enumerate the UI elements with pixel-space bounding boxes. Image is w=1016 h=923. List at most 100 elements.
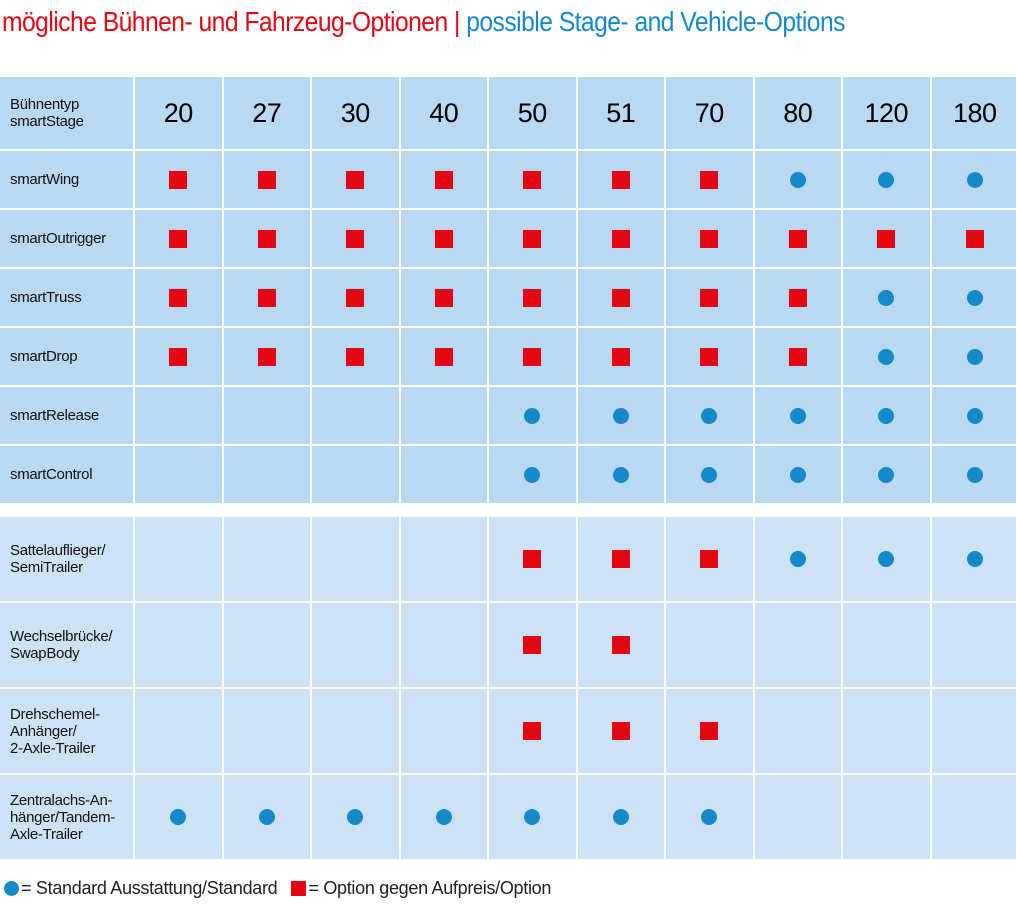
blue-circle-icon: [789, 171, 806, 188]
column-header-text: 50: [517, 97, 548, 128]
blue-circle-icon: [789, 551, 806, 567]
table-cell: [135, 517, 222, 601]
red-square-icon: [788, 347, 807, 366]
table-cell: [931, 603, 1016, 687]
red-square-icon: [523, 722, 542, 740]
table-cell: [223, 151, 310, 208]
blue-circle-icon: [524, 466, 541, 483]
table-cell: [400, 151, 487, 208]
table-cell: [666, 603, 753, 687]
blue-circle-icon: [966, 407, 983, 424]
table-cell: [666, 210, 753, 267]
blue-circle-icon: [170, 809, 187, 825]
column-header: 120: [843, 77, 930, 149]
blue-circle-icon: [966, 348, 983, 365]
column-header: 180: [931, 77, 1016, 149]
table-cell: [931, 775, 1016, 859]
column-header: 27: [223, 77, 310, 149]
row-label-text: Wechselbrücke/ SwapBody: [10, 628, 113, 662]
row-label-text: Sattelauflieger/ SemiTrailer: [10, 542, 106, 576]
column-header-text: 80: [783, 97, 813, 128]
table-cell: [666, 151, 753, 208]
table-cell: [843, 689, 930, 773]
column-header-text: 20: [163, 97, 194, 128]
column-header: 30: [312, 77, 399, 149]
red-square-icon: [346, 288, 365, 307]
legend-standard: = Standard Ausstattung/Standard: [4, 878, 278, 899]
table-cell: [312, 775, 399, 859]
table-cell: [754, 689, 841, 773]
blue-circle-icon: [878, 171, 895, 188]
table-cell: [666, 517, 753, 601]
blue-circle-icon: [524, 809, 541, 825]
table-cell: [754, 328, 841, 385]
blue-circle-icon: [701, 809, 718, 825]
red-square-icon: [700, 288, 719, 307]
column-header-text: 40: [429, 97, 459, 128]
table-cell: [489, 446, 576, 503]
column-header: 80: [754, 77, 841, 149]
red-square-icon: [611, 636, 630, 654]
red-square-icon: [523, 636, 542, 654]
red-square-icon: [965, 229, 984, 248]
table-cell: [135, 446, 222, 503]
legend: = Standard Ausstattung/Standard = Option…: [4, 878, 565, 899]
table-header-label: Bühnentyp smartStage: [0, 77, 133, 149]
table-cell: [400, 446, 487, 503]
blue-circle-icon: [878, 348, 895, 365]
table-cell: [489, 210, 576, 267]
table-cell: [223, 210, 310, 267]
red-square-icon: [611, 229, 630, 248]
table-cell: [754, 603, 841, 687]
red-square-icon: [700, 170, 719, 189]
table-cell: [577, 269, 664, 326]
column-header: 50: [489, 77, 576, 149]
blue-circle-icon: [789, 407, 806, 424]
column-header: 70: [666, 77, 753, 149]
title-german: mögliche Bühnen- und Fahrzeug-Optionen: [2, 6, 448, 37]
table-cell: [400, 387, 487, 444]
table-cell: [577, 775, 664, 859]
table-cell: [843, 210, 930, 267]
table-cell: [843, 387, 930, 444]
table-cell: [577, 387, 664, 444]
table-cell: [223, 446, 310, 503]
blue-circle-icon: [612, 466, 629, 483]
row-label: smartTruss: [0, 269, 133, 326]
column-header: 51: [577, 77, 664, 149]
blue-circle-icon: [966, 466, 983, 483]
blue-circle-icon: [789, 466, 806, 483]
red-square-icon: [611, 170, 630, 189]
table-cell: [931, 210, 1016, 267]
red-square-icon: [346, 170, 365, 189]
blue-circle-icon: [878, 466, 895, 483]
table-cell: [135, 689, 222, 773]
table-cell: [666, 446, 753, 503]
table-cell: [312, 446, 399, 503]
table-cell: [489, 689, 576, 773]
table-cell: [223, 387, 310, 444]
red-square-icon: [523, 229, 542, 248]
blue-circle-icon: [258, 809, 275, 825]
red-square-icon: [700, 550, 719, 568]
row-label-text: Zentralachs-An- hänger/Tandem- Axle-Trai…: [10, 791, 116, 843]
table-cell: [312, 269, 399, 326]
table-cell: [135, 269, 222, 326]
red-square-icon: [788, 288, 807, 307]
table-cell: [400, 603, 487, 687]
table-cell: [931, 269, 1016, 326]
red-square-icon: [434, 170, 453, 189]
table-cell: [223, 269, 310, 326]
table-cell: [400, 210, 487, 267]
table-cell: [312, 151, 399, 208]
table-cell: [577, 689, 664, 773]
red-square-icon: [434, 288, 453, 307]
section-divider: [0, 505, 1016, 515]
row-label-text: smartWing: [10, 171, 79, 188]
blue-circle-icon: [966, 551, 983, 567]
blue-circle-icon: [878, 551, 895, 567]
blue-circle-icon: [878, 407, 895, 424]
table-cell: [843, 446, 930, 503]
red-square-icon: [700, 229, 719, 248]
table-cell: [223, 603, 310, 687]
